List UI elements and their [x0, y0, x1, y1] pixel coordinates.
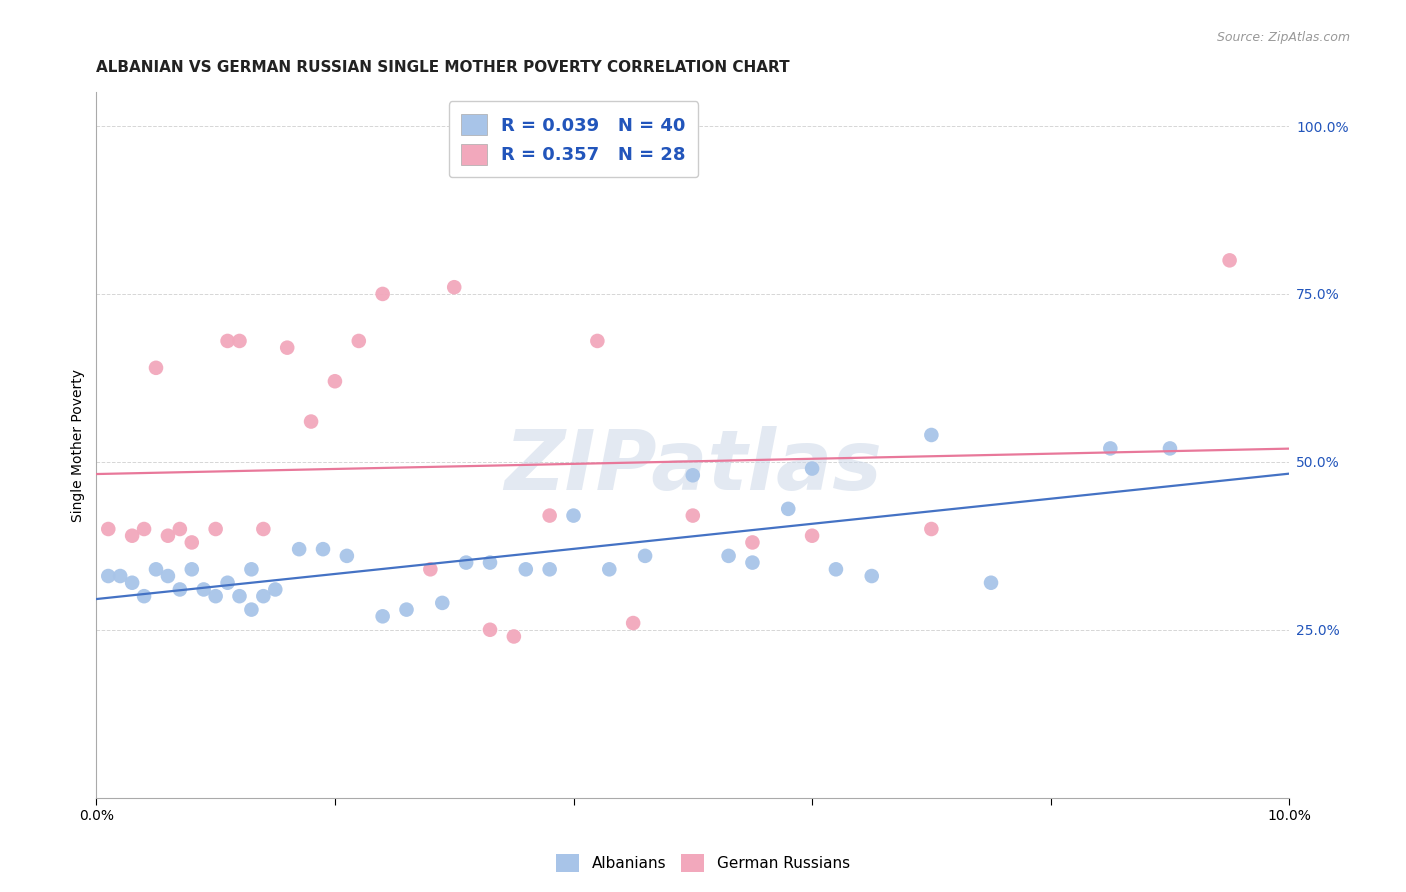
Point	[586, 334, 609, 348]
Point	[145, 360, 167, 375]
Point	[156, 569, 179, 583]
Point	[336, 549, 359, 563]
Point	[132, 522, 155, 536]
Point	[97, 569, 120, 583]
Point	[682, 468, 704, 483]
Point	[121, 575, 143, 590]
Point	[252, 522, 274, 536]
Point	[456, 556, 478, 570]
Point	[801, 461, 824, 475]
Point	[264, 582, 287, 597]
Point	[371, 287, 394, 301]
Point	[193, 582, 215, 597]
Point	[180, 535, 202, 549]
Point	[108, 569, 131, 583]
Point	[741, 556, 763, 570]
Point	[121, 529, 143, 543]
Point	[801, 529, 824, 543]
Point	[371, 609, 394, 624]
Point	[217, 334, 239, 348]
Point	[169, 522, 191, 536]
Point	[132, 589, 155, 603]
Point	[443, 280, 465, 294]
Point	[562, 508, 585, 523]
Point	[169, 582, 191, 597]
Point	[502, 630, 524, 644]
Point	[1219, 253, 1241, 268]
Point	[276, 341, 298, 355]
Point	[252, 589, 274, 603]
Point	[825, 562, 848, 576]
Point	[920, 522, 942, 536]
Point	[479, 556, 502, 570]
Point	[204, 589, 226, 603]
Legend: Albanians, German Russians: Albanians, German Russians	[548, 846, 858, 880]
Point	[228, 334, 250, 348]
Legend: R = 0.039   N = 40, R = 0.357   N = 28: R = 0.039 N = 40, R = 0.357 N = 28	[449, 102, 699, 178]
Point	[240, 602, 263, 616]
Point	[419, 562, 441, 576]
Point	[860, 569, 883, 583]
Point	[299, 415, 322, 429]
Point	[479, 623, 502, 637]
Text: ZIPatlas: ZIPatlas	[503, 425, 882, 507]
Point	[145, 562, 167, 576]
Point	[395, 602, 418, 616]
Point	[156, 529, 179, 543]
Point	[741, 535, 763, 549]
Point	[432, 596, 454, 610]
Point	[634, 549, 657, 563]
Point	[204, 522, 226, 536]
Point	[920, 428, 942, 442]
Point	[240, 562, 263, 576]
Point	[312, 542, 335, 557]
Point	[717, 549, 740, 563]
Point	[347, 334, 370, 348]
Point	[1099, 442, 1122, 456]
Point	[515, 562, 537, 576]
Point	[980, 575, 1002, 590]
Point	[288, 542, 311, 557]
Point	[323, 374, 346, 388]
Point	[538, 562, 561, 576]
Point	[538, 508, 561, 523]
Point	[598, 562, 620, 576]
Point	[97, 522, 120, 536]
Point	[228, 589, 250, 603]
Point	[682, 508, 704, 523]
Text: ALBANIAN VS GERMAN RUSSIAN SINGLE MOTHER POVERTY CORRELATION CHART: ALBANIAN VS GERMAN RUSSIAN SINGLE MOTHER…	[97, 60, 790, 75]
Point	[217, 575, 239, 590]
Point	[621, 615, 644, 630]
Point	[180, 562, 202, 576]
Text: Source: ZipAtlas.com: Source: ZipAtlas.com	[1216, 31, 1350, 45]
Y-axis label: Single Mother Poverty: Single Mother Poverty	[72, 368, 86, 522]
Point	[778, 501, 800, 516]
Point	[1159, 442, 1181, 456]
